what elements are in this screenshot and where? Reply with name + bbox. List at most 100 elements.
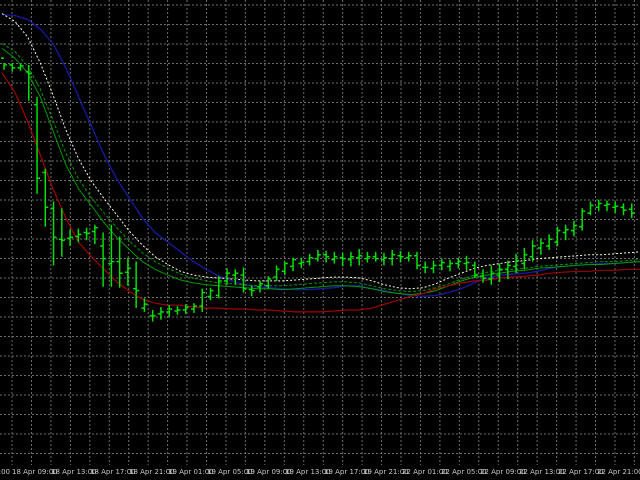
grid: [0, 0, 640, 465]
price-bar: [273, 265, 280, 281]
price-bar: [480, 269, 487, 283]
price-bars: [1, 57, 635, 322]
price-bar: [298, 257, 305, 269]
price-bar: [570, 220, 577, 237]
price-bar: [488, 265, 495, 285]
price-bar: [190, 303, 197, 313]
price-bar: [496, 263, 503, 282]
x-tick-label: 22 Apr 05:00: [441, 468, 487, 476]
price-bar: [281, 261, 288, 276]
price-bar: [306, 253, 313, 266]
price-bar: [91, 224, 98, 245]
price-bar: [42, 168, 49, 227]
indicator-line-2: [1, 48, 640, 296]
x-tick-label: 18 Apr 09:00: [12, 468, 58, 476]
indicator-line-1: [1, 13, 640, 298]
x-tick-label: 18 Apr 17:00: [90, 468, 136, 476]
price-bar: [521, 248, 528, 270]
price-bar: [430, 260, 437, 274]
price-bar: [595, 199, 602, 212]
price-bar: [438, 258, 445, 271]
indicator-lines: [1, 13, 640, 313]
x-tick-label: 19 Apr 17:00: [324, 468, 370, 476]
price-bar: [108, 224, 115, 287]
price-bar: [25, 64, 32, 101]
price-bar: [372, 251, 379, 262]
price-bar: [124, 257, 131, 286]
price-bar: [215, 276, 222, 299]
price-bar: [9, 62, 16, 72]
price-bar: [323, 250, 330, 263]
price-bar: [380, 252, 387, 266]
price-bar: [149, 310, 156, 322]
price-bar: [356, 248, 363, 266]
price-bar: [620, 203, 627, 216]
price-bar: [504, 260, 511, 279]
price-bar: [224, 268, 231, 285]
price-bar: [182, 304, 189, 314]
price-bar: [100, 232, 107, 287]
price-bar: [537, 238, 544, 255]
price-bar: [174, 306, 181, 315]
x-tick-label: 18 Apr 13:00: [51, 468, 97, 476]
x-tick-label: 19 Apr 01:00: [168, 468, 214, 476]
price-bar: [513, 253, 520, 274]
price-bar: [529, 240, 536, 262]
price-bar: [157, 307, 164, 320]
price-bar: [133, 261, 140, 309]
price-bar: [405, 251, 412, 262]
price-bar: [471, 261, 478, 279]
price-bar: [447, 259, 454, 272]
x-tick-label: 22 Apr 21:00: [597, 468, 640, 476]
price-bar: [257, 280, 264, 293]
price-bar: [166, 305, 173, 317]
price-bar: [265, 276, 272, 289]
price-bar: [339, 252, 346, 267]
price-bar: [364, 251, 371, 263]
price-bar: [562, 224, 569, 241]
price-bar: [67, 229, 74, 247]
price-bar: [248, 285, 255, 297]
price-bar: [1, 57, 7, 70]
indicator-line-5: [1, 72, 640, 313]
price-bar: [314, 249, 321, 262]
x-tick-label: 18 Apr 21:00: [129, 468, 175, 476]
x-tick-label: 19 Apr 05:00: [207, 468, 253, 476]
x-tick-label: 22 Apr 17:00: [558, 468, 604, 476]
price-bar: [347, 251, 354, 267]
price-bar: [290, 257, 297, 272]
price-bar: [413, 251, 420, 270]
price-bar: [50, 201, 57, 266]
price-bar: [422, 261, 429, 274]
x-tick-label: 19 Apr 13:00: [285, 468, 331, 476]
price-bar: [397, 250, 404, 263]
price-bar: [83, 227, 90, 241]
price-bar: [628, 203, 635, 218]
x-tick-label: 22 Apr 13:00: [519, 468, 565, 476]
price-bar: [207, 287, 214, 301]
price-bar: [232, 269, 239, 285]
x-tick-label: 19 Apr 21:00: [363, 468, 409, 476]
price-bar: [455, 257, 462, 269]
price-bar: [331, 251, 338, 264]
x-tick-label: 19 Apr 09:00: [246, 468, 292, 476]
price-bar: [34, 96, 41, 194]
price-bar: [17, 63, 24, 71]
price-bar: [389, 249, 396, 266]
price-bar: [463, 255, 470, 271]
price-bar: [587, 201, 594, 216]
indicator-line-4: [1, 13, 640, 290]
price-bar: [612, 201, 619, 214]
price-bar: [546, 234, 553, 250]
indicator-line-3: [1, 43, 640, 293]
price-bar: [554, 226, 561, 247]
price-bar: [240, 267, 247, 293]
price-bar: [199, 288, 206, 312]
price-bar: [603, 200, 610, 212]
price-bar: [116, 236, 123, 288]
x-tick-label: 22 Apr 09:00: [480, 468, 526, 476]
